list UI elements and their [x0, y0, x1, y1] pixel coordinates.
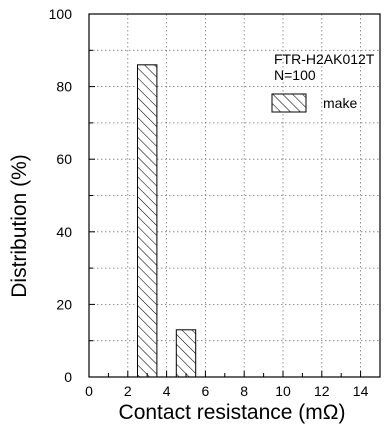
- x-tick-label: 4: [163, 383, 171, 399]
- gridlines: [89, 14, 380, 377]
- y-tick-label: 20: [56, 296, 72, 312]
- x-tick-labels: 0 2 4 6 8 10 12 14: [85, 383, 368, 399]
- annotation-sample-size: N=100: [274, 67, 316, 83]
- y-tick-label: 100: [49, 6, 73, 22]
- ticks: [88, 13, 381, 378]
- bar: [175, 329, 197, 378]
- y-tick-label: 80: [56, 79, 72, 95]
- y-tick-label: 0: [64, 369, 72, 385]
- x-tick-label: 8: [240, 383, 248, 399]
- y-tick-label: 60: [56, 151, 72, 167]
- x-tick-label: 14: [353, 383, 369, 399]
- y-axis-title: Distribution (%): [8, 154, 31, 298]
- x-axis-title: Contact resistance (mΩ): [119, 401, 346, 424]
- x-tick-label: 12: [314, 383, 330, 399]
- annotation-model: FTR-H2AK012T: [274, 51, 375, 67]
- x-tick-label: 0: [85, 383, 93, 399]
- x-tick-label: 2: [124, 383, 132, 399]
- legend-label: make: [323, 95, 357, 111]
- x-tick-label: 10: [275, 383, 291, 399]
- legend: FTR-H2AK012T N=100 make: [271, 51, 375, 113]
- y-tick-label: 40: [56, 224, 72, 240]
- legend-swatch: [271, 93, 307, 113]
- x-tick-label: 6: [202, 383, 210, 399]
- y-tick-labels: 0 20 40 60 80 100: [49, 6, 73, 385]
- bar: [137, 64, 158, 378]
